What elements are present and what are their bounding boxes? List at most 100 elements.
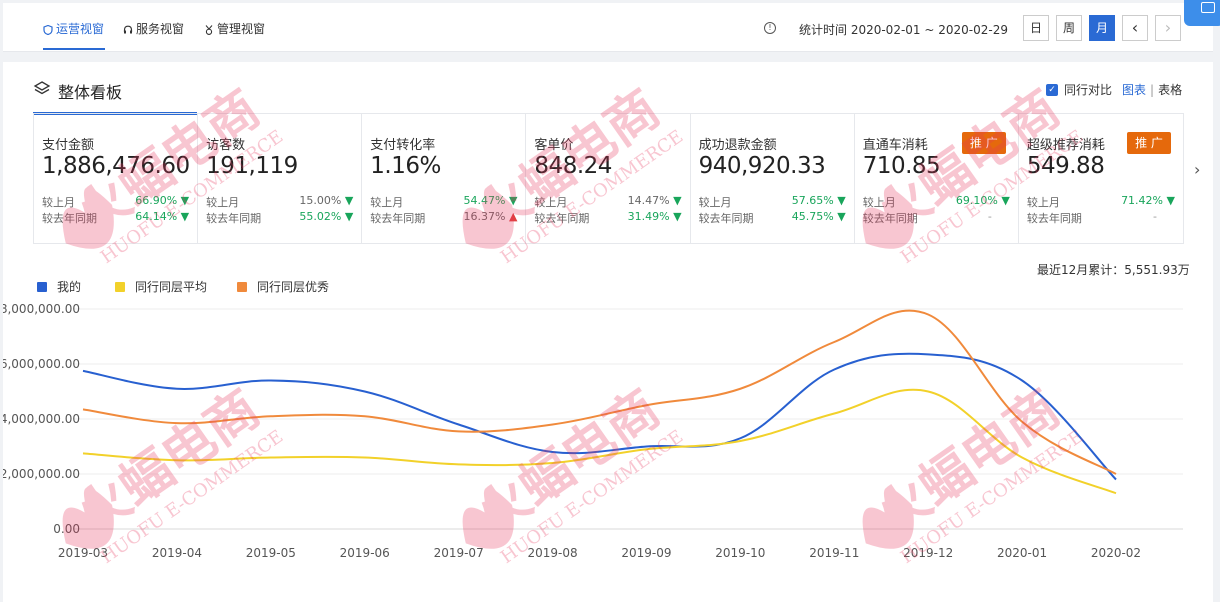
kpi-name: 访客数 (206, 138, 246, 153)
arrow-down-icon: ▼ (508, 194, 518, 207)
kpi-next-arrow-icon[interactable]: › (1194, 160, 1201, 179)
x-tick-label: 2019-11 (809, 546, 859, 560)
compare-toggle[interactable]: ✓ 同行对比 (1046, 81, 1112, 98)
promote-button[interactable]: 推 广 (1126, 132, 1171, 154)
kpi-yoy-label: 较去年同期 (370, 212, 426, 225)
kpi-card[interactable]: 支付转化率 1.16% 较上月 较去年同期 54.47% ▼ 16.37% ▲ (362, 114, 527, 243)
arrow-down-icon: ▼ (673, 210, 682, 223)
chat-icon (1201, 2, 1215, 13)
top-nav-bar: 运营视窗 服务视窗 管理视窗 ! 统计时间 2020-02-01 ~ 2020-… (3, 3, 1213, 52)
kpi-row: 支付金额 1,886,476.60 较上月 较去年同期 66.90% ▼ 64.14% ▼… (33, 113, 1184, 244)
legend-label: 我的 (57, 280, 82, 294)
kpi-value: 848.24 (534, 153, 612, 179)
period-month-button[interactable]: 月 (1089, 15, 1115, 41)
shield-icon (43, 24, 53, 35)
kpi-name: 超级推荐消耗 (1026, 138, 1105, 153)
compare-label: 同行对比 (1064, 83, 1113, 97)
legend-swatch (37, 281, 47, 292)
kpi-yoy-value: 64.14% ▼ (135, 210, 190, 223)
tab-service[interactable]: 服务视窗 (123, 20, 184, 37)
kpi-mom-value: 57.65% ▼ (791, 194, 846, 207)
kpi-name: 客单价 (534, 138, 574, 153)
tab-management-label: 管理视窗 (217, 22, 266, 36)
series-line-2 (82, 309, 1117, 475)
arrow-down-icon: ▼ (344, 194, 354, 207)
kpi-mom-value: 71.42% ▼ (1121, 194, 1175, 207)
kpi-yoy-value: 45.75% ▼ (791, 210, 846, 223)
legend-item-mine[interactable]: 我的 (37, 278, 81, 295)
kpi-yoy-label: 较去年同期 (1026, 212, 1082, 225)
legend-item-peer-excellent[interactable]: 同行同层优秀 (237, 278, 329, 295)
stat-time-range: 统计时间 2020-02-01 ~ 2020-02-29 (799, 23, 1008, 37)
tab-service-label: 服务视窗 (136, 22, 185, 36)
kpi-yoy-label: 较去年同期 (206, 212, 262, 225)
overview-panel: 整体看板 ✓ 同行对比 图表 | 表格 支付金额 1,886,476.60 较上月较… (3, 62, 1213, 602)
arrow-down-icon: ▼ (1166, 194, 1175, 207)
chart-total-label: 最近12月累计：5,551.93万 (1037, 263, 1190, 277)
line-chart: 8,000,000.00 6,000,000.00 4,000,000.00 2,00… (3, 302, 1183, 560)
period-week-button[interactable]: 周 (1056, 15, 1082, 41)
x-tick-label: 2019-08 (527, 546, 577, 560)
kpi-value: 191,119 (206, 153, 298, 179)
promote-button[interactable]: 推 广 (961, 132, 1006, 154)
kpi-mom-label: 较上月 (698, 196, 732, 209)
kpi-card[interactable]: 支付金额 1,886,476.60 较上月 较去年同期 66.90% ▼ 64.14% ▼ (34, 114, 199, 243)
kpi-name: 支付金额 (42, 138, 95, 153)
kpi-mom-label: 较上月 (370, 196, 404, 209)
y-tick-label: 0.00 (53, 522, 80, 536)
active-tab-indicator (43, 48, 105, 50)
x-tick-label: 2019-05 (246, 546, 296, 560)
view-chart-link[interactable]: 图表 (1122, 83, 1147, 97)
y-tick-label: 4,000,000.00 (3, 412, 80, 426)
y-tick-label: 8,000,000.00 (3, 302, 80, 316)
x-tick-label: 2019-10 (715, 546, 765, 560)
legend-swatch (115, 281, 125, 292)
tab-operations[interactable]: 运营视窗 (43, 20, 104, 37)
kpi-value: 1.16% (370, 153, 441, 179)
period-day-button[interactable]: 日 (1023, 15, 1049, 41)
layers-icon (33, 81, 51, 95)
kpi-mom-label: 较上月 (534, 196, 568, 209)
tab-management[interactable]: 管理视窗 (204, 20, 265, 37)
x-tick-label: 2019-12 (903, 546, 953, 560)
kpi-mom-value: 66.90% ▼ (135, 194, 190, 207)
legend-label: 同行同层优秀 (257, 280, 330, 294)
kpi-value: 549.88 (1026, 153, 1105, 179)
kpi-mom-label: 较上月 (862, 196, 896, 209)
kpi-name: 成功退款金额 (698, 138, 777, 153)
arrow-down-icon: ▼ (837, 194, 846, 207)
checkbox-checked-icon[interactable]: ✓ (1046, 83, 1058, 96)
next-period-button[interactable]: › (1155, 15, 1181, 41)
medal-icon (204, 24, 214, 35)
kpi-yoy-value: 31.49% ▼ (627, 210, 682, 223)
kpi-yoy-label: 较去年同期 (534, 212, 590, 225)
kpi-card[interactable]: 直通车消耗 710.85 较上月 较去年同期 69.10% ▼ - 推 广 (855, 114, 1019, 243)
kpi-name: 直通车消耗 (862, 138, 928, 153)
kpi-yoy-value: - (987, 210, 992, 223)
kpi-mom-value: 14.47% ▼ (627, 194, 682, 207)
kpi-mom-value: 54.47% ▼ (463, 194, 518, 207)
arrow-down-icon: ▼ (1001, 194, 1010, 207)
arrow-down-icon: ▼ (673, 194, 682, 207)
prev-period-button[interactable]: ‹ (1122, 15, 1148, 41)
kpi-value: 710.85 (862, 153, 941, 179)
kpi-card[interactable]: 客单价 848.24 较上月较去年同期 14.47% ▼ 31.49% ▼ (526, 114, 691, 243)
x-tick-label: 2019-04 (152, 546, 202, 560)
arrow-down-icon: ▼ (344, 210, 354, 223)
chat-float-button[interactable] (1184, 0, 1220, 26)
headset-icon (123, 24, 133, 34)
x-tick-label: 2019-03 (58, 546, 108, 560)
kpi-card[interactable]: 成功退款金额 940,920.33 较上月 较去年同期 57.65% ▼ 45.75% ▼ (691, 114, 855, 243)
view-table-link[interactable]: 表格 (1158, 83, 1183, 97)
legend-label: 同行同层平均 (135, 280, 208, 294)
info-icon[interactable]: ! (764, 22, 776, 34)
view-switch: 图表 | 表格 (1122, 81, 1182, 98)
kpi-card[interactable]: 访客数 191,119 较上月 较去年同期 15.00% ▼ 55.02% ▼ (198, 114, 363, 243)
x-tick-label: 2019-07 (434, 546, 484, 560)
kpi-yoy-label: 较去年同期 (698, 212, 754, 225)
y-tick-label: 6,000,000.00 (3, 357, 80, 371)
kpi-name: 支付转化率 (370, 138, 436, 153)
kpi-yoy-value: - (1153, 210, 1157, 223)
kpi-card[interactable]: 超级推荐消耗 549.88 较上月 较去年同期 71.42% ▼ - 推 广 (1019, 114, 1183, 243)
legend-item-peer-average[interactable]: 同行同层平均 (115, 278, 207, 295)
